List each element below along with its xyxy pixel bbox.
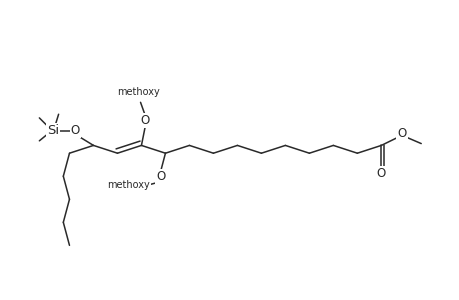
Text: O: O: [156, 169, 165, 183]
Text: O: O: [70, 124, 79, 137]
Text: O: O: [397, 127, 406, 140]
Text: Si: Si: [47, 124, 59, 137]
Text: methoxy: methoxy: [107, 180, 150, 190]
Text: methoxy: methoxy: [117, 87, 159, 97]
Text: O: O: [140, 114, 150, 127]
Text: O: O: [376, 167, 385, 180]
